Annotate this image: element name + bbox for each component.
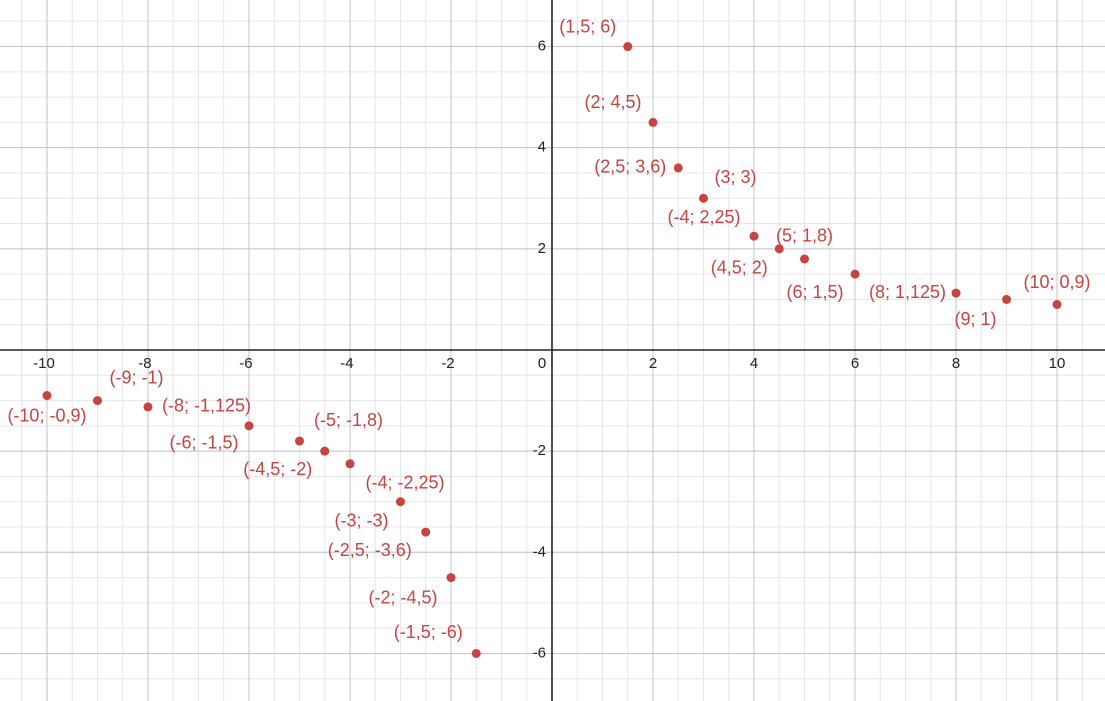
point-label: (-2,5; -3,6) (328, 540, 412, 560)
x-tick-label: -4 (340, 355, 353, 372)
y-tick-label: -6 (533, 644, 546, 661)
x-tick-label: 0 (538, 355, 546, 372)
point-label: (-3; -3) (334, 510, 388, 530)
x-tick-label: 8 (952, 355, 960, 372)
point (749, 231, 759, 241)
point-label: (3; 3) (714, 167, 756, 187)
point-label: (-1,5; -6) (394, 622, 463, 642)
point-label: (-4; 2,25) (667, 207, 740, 227)
y-tick-label: -4 (533, 543, 546, 560)
point (1002, 294, 1012, 304)
points: (1,5; 6) (2; 4,5) (2,5; 3,6) (3; 3) (-4; 2,2… (7, 16, 1091, 658)
point-label: (9; 1) (955, 309, 997, 329)
point-label: (-2; -4,5) (368, 587, 437, 607)
point (244, 421, 254, 431)
point (648, 117, 658, 127)
point-label: (2,5; 3,6) (594, 157, 666, 177)
x-tick-label: 6 (851, 355, 859, 372)
point (774, 244, 784, 254)
point (800, 254, 810, 264)
x-tick-label: 10 (1049, 355, 1066, 372)
x-tick-label: -8 (138, 355, 151, 372)
y-tick-label: 6 (538, 37, 546, 54)
point-label: (4,5; 2) (711, 258, 768, 278)
y-tick-label: -2 (533, 442, 546, 459)
point (471, 648, 481, 658)
point-label: (1,5; 6) (559, 16, 616, 36)
point (42, 391, 52, 401)
point-label: (-4,5; -2) (243, 459, 312, 479)
point-label: (5; 1,8) (776, 226, 833, 246)
x-tick-label: -2 (441, 355, 454, 372)
y-tick-label: 4 (538, 139, 546, 156)
point (421, 527, 431, 537)
point (143, 402, 153, 412)
point-label: (-10; -0,9) (7, 405, 86, 425)
point-label: (10; 0,9) (1023, 272, 1090, 292)
point (699, 193, 709, 203)
point-label: (6; 1,5) (786, 282, 843, 302)
y-tick-label: 2 (538, 240, 546, 257)
point-label: (8; 1,125) (869, 282, 946, 302)
x-tick-label: 4 (750, 355, 758, 372)
point-label: (-5; -1,8) (314, 410, 383, 430)
point (320, 446, 330, 456)
point (92, 396, 102, 406)
point (395, 497, 405, 507)
x-tick-label: -6 (239, 355, 252, 372)
point (623, 42, 633, 52)
point (345, 459, 355, 469)
point-label: (-9; -1) (109, 367, 163, 387)
point-label: (-4; -2,25) (365, 473, 444, 493)
point (850, 269, 860, 279)
point (951, 288, 961, 298)
point-label: (2; 4,5) (584, 92, 641, 112)
x-tick-label: -10 (33, 355, 55, 372)
point-label: (-6; -1,5) (169, 433, 238, 453)
point (446, 573, 456, 583)
point (294, 436, 304, 446)
x-tick-label: 2 (649, 355, 657, 372)
point (673, 163, 683, 173)
point-label: (-8; -1,125) (162, 396, 251, 416)
point (1052, 299, 1062, 309)
